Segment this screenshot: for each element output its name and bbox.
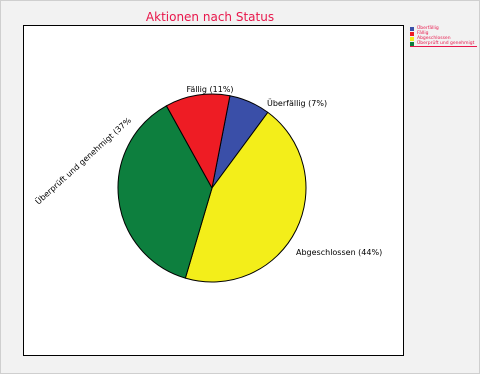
- legend-item-ueberfaellig: Überfällig: [410, 26, 476, 31]
- legend-item-abgeschlossen: Abgeschlossen: [410, 36, 476, 41]
- pie-slice: [117, 105, 213, 279]
- slice-label: Überfällig (7%): [267, 98, 327, 108]
- legend-label: Überfällig: [417, 26, 439, 31]
- legend-swatch: [410, 26, 414, 31]
- legend-underline: [410, 46, 477, 47]
- legend-swatch: [410, 31, 414, 36]
- slice-label: Fällig (11%): [186, 85, 233, 94]
- legend-item-faellig: Fällig: [410, 31, 476, 36]
- slice-label: Abgeschlossen (44%): [296, 248, 382, 257]
- legend-label: Fällig: [417, 31, 429, 36]
- chart-title: Aktionen nach Status: [145, 10, 275, 24]
- legend-item-ueberprueft: Überprüft und genehmigt: [410, 41, 476, 46]
- legend: Überfällig Fällig Abgeschlossen Überprüf…: [410, 26, 476, 46]
- legend-swatch: [410, 36, 414, 41]
- legend-label: Überprüft und genehmigt: [417, 41, 475, 46]
- pie-slice: [165, 93, 231, 190]
- legend-label: Abgeschlossen: [417, 36, 451, 41]
- legend-swatch: [410, 41, 414, 46]
- pie-slice: [184, 111, 307, 283]
